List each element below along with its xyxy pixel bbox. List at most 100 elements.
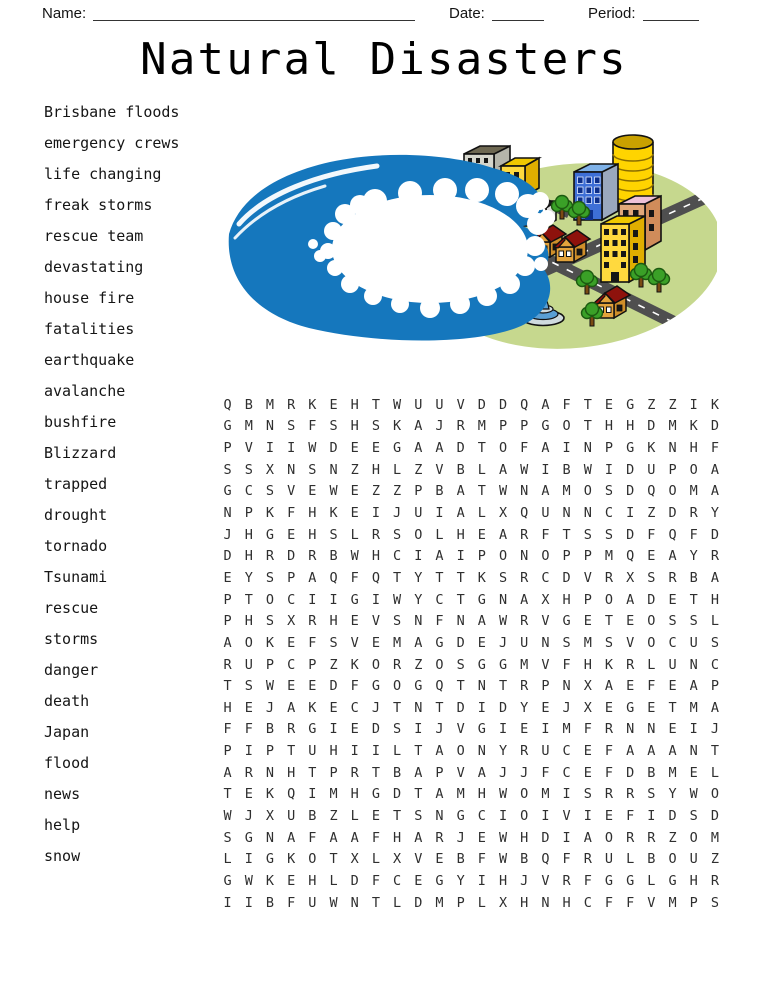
- grid-cell: W: [393, 591, 402, 608]
- grid-cell: P: [265, 656, 275, 673]
- grid-cell: B: [265, 721, 275, 738]
- grid-cell: J: [710, 721, 719, 738]
- word-list-item: rescue team: [44, 227, 144, 245]
- grid-cell: G: [414, 678, 423, 695]
- word-list-item: avalanche: [44, 382, 126, 400]
- grid-cell: E: [604, 807, 614, 824]
- grid-cell: P: [223, 743, 232, 760]
- grid-cell: E: [329, 396, 338, 413]
- grid-cell: T: [456, 591, 465, 608]
- grid-cell: S: [689, 613, 698, 630]
- word-list-item: trapped: [44, 475, 108, 493]
- grid-cell: G: [265, 851, 275, 868]
- grid-cell: O: [393, 678, 402, 695]
- grid-cell: E: [287, 678, 296, 695]
- word-list-item: Blizzard: [44, 444, 117, 462]
- grid-cell: F: [308, 634, 317, 651]
- grid-cell: T: [689, 591, 698, 608]
- grid-cell: A: [520, 591, 529, 608]
- grid-cell: U: [520, 634, 529, 651]
- grid-cell: P: [287, 569, 296, 586]
- grid-cell: I: [562, 829, 571, 846]
- grid-cell: S: [393, 613, 402, 630]
- grid-cell: D: [626, 483, 635, 500]
- grid-cell: P: [604, 440, 614, 457]
- grid-cell: A: [287, 699, 296, 716]
- grid-cell: J: [393, 505, 402, 522]
- grid-cell: L: [647, 872, 656, 889]
- grid-cell: N: [689, 743, 698, 760]
- grid-cell: M: [689, 483, 698, 500]
- grid-cell: J: [520, 872, 529, 889]
- grid-cell: D: [329, 440, 338, 457]
- grid-cell: G: [456, 807, 465, 824]
- grid-cell: H: [308, 872, 317, 889]
- grid-cell: G: [562, 613, 571, 630]
- grid-cell: J: [244, 807, 253, 824]
- grid-cell: E: [244, 786, 253, 803]
- grid-cell: F: [371, 829, 380, 846]
- grid-cell: I: [329, 591, 338, 608]
- grid-cell: G: [626, 440, 635, 457]
- grid-cell: T: [393, 807, 402, 824]
- grid-cell: C: [541, 569, 550, 586]
- grid-cell: H: [689, 440, 698, 457]
- grid-cell: K: [308, 396, 317, 413]
- grid-cell: T: [583, 396, 592, 413]
- grid-cell: L: [710, 613, 719, 630]
- grid-cell: U: [244, 656, 253, 673]
- grid-cell: V: [541, 656, 550, 673]
- grid-cell: Z: [710, 851, 719, 868]
- grid-cell: A: [435, 440, 444, 457]
- grid-cell: V: [371, 613, 380, 630]
- grid-cell: S: [456, 656, 465, 673]
- grid-cell: Z: [371, 483, 380, 500]
- grid-cell: O: [562, 418, 571, 435]
- grid-cell: T: [668, 699, 677, 716]
- grid-cell: J: [371, 699, 380, 716]
- grid-cell: H: [244, 613, 253, 630]
- grid-cell: E: [520, 721, 529, 738]
- grid-cell: R: [626, 786, 635, 803]
- date-blank-line[interactable]: [491, 7, 544, 21]
- grid-cell: I: [371, 743, 380, 760]
- grid-cell: T: [435, 569, 444, 586]
- grid-cell: J: [562, 699, 571, 716]
- word-list-item: emergency crews: [44, 134, 180, 152]
- grid-cell: C: [583, 894, 592, 911]
- grid-cell: B: [647, 764, 656, 781]
- grid-cell: V: [647, 894, 656, 911]
- grid-cell: H: [350, 418, 359, 435]
- grid-cell: I: [223, 894, 232, 911]
- grid-cell: F: [477, 851, 486, 868]
- grid-cell: R: [308, 613, 317, 630]
- grid-cell: A: [308, 569, 317, 586]
- grid-cell: A: [498, 526, 508, 543]
- word-list-item: freak storms: [44, 196, 153, 214]
- grid-cell: I: [287, 440, 296, 457]
- grid-cell: E: [604, 396, 614, 413]
- grid-cell: G: [435, 872, 444, 889]
- grid-cell: T: [223, 678, 232, 695]
- grid-cell: F: [583, 872, 592, 889]
- grid-cell: W: [498, 483, 508, 500]
- grid-cell: S: [583, 786, 592, 803]
- grid-cell: E: [308, 678, 317, 695]
- period-blank-line[interactable]: [642, 7, 699, 21]
- grid-cell: R: [583, 851, 592, 868]
- grid-cell: A: [435, 786, 444, 803]
- grid-cell: B: [562, 461, 571, 478]
- grid-cell: L: [350, 526, 359, 543]
- grid-cell: A: [477, 764, 486, 781]
- grid-cell: R: [668, 569, 677, 586]
- grid-cell: Z: [647, 505, 656, 522]
- grid-cell: E: [414, 872, 423, 889]
- grid-cell: G: [308, 721, 317, 738]
- grid-cell: E: [287, 526, 296, 543]
- grid-cell: O: [498, 440, 508, 457]
- grid-cell: M: [668, 894, 677, 911]
- name-blank-line[interactable]: [93, 7, 416, 21]
- grid-cell: M: [668, 418, 677, 435]
- grid-cell: H: [562, 591, 571, 608]
- grid-cell: P: [583, 548, 592, 565]
